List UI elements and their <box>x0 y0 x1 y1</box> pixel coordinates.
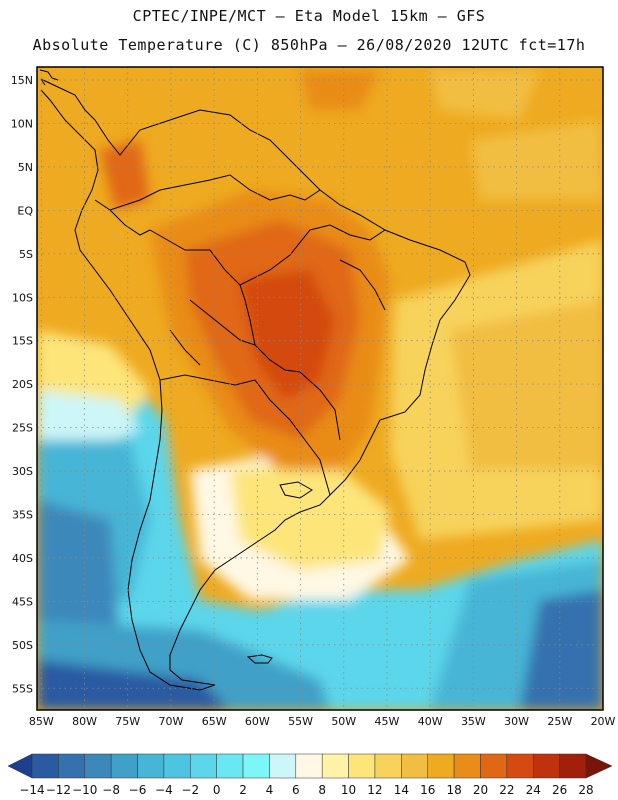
colorbar-swatch <box>401 753 428 779</box>
latitude-tick-label: EQ <box>17 204 33 217</box>
longitude-axis: 85W 80W 75W 70W 65W 60W 55W 50W 45W 40W 35W 30W 25W 2… <box>29 715 616 728</box>
colorbar-swatch <box>374 753 402 779</box>
map-frame <box>36 66 604 711</box>
longitude-tick-label: 65W <box>202 715 227 728</box>
longitude-tick-label: 50W <box>331 715 356 728</box>
colorbar-swatch <box>532 753 560 779</box>
longitude-tick-label: 20W <box>591 715 616 728</box>
longitude-tick-label: 60W <box>245 715 270 728</box>
colorbar-label: −10 <box>72 783 97 797</box>
latitude-tick-label: 5S <box>19 248 33 261</box>
latitude-tick-label: 5N <box>18 161 33 174</box>
latitude-tick-label: 30S <box>12 465 33 478</box>
longitude-tick-label: 80W <box>72 715 97 728</box>
colorbar-swatch <box>216 753 244 779</box>
colorbar-label: −8 <box>102 783 120 797</box>
colorbar-swatch <box>163 753 191 779</box>
latitude-tick-label: 55S <box>12 682 33 695</box>
colorbar-label: −2 <box>181 783 199 797</box>
colorbar-label: 18 <box>446 783 461 797</box>
colorbar-swatch <box>269 753 297 779</box>
latitude-tick-label: 15N <box>11 74 33 87</box>
chart-title: CPTEC/INPE/MCT – Eta Model 15km – GFS <box>132 7 486 25</box>
longitude-tick-label: 85W <box>29 715 54 728</box>
colorbar-label: −4 <box>155 783 173 797</box>
colorbar-label: 2 <box>239 783 247 797</box>
latitude-tick-label: 20S <box>12 378 33 391</box>
longitude-tick-label: 70W <box>159 715 184 728</box>
colorbar-swatch <box>506 753 534 779</box>
latitude-tick-label: 40S <box>12 552 33 565</box>
colorbar-swatch <box>480 753 508 779</box>
longitude-tick-label: 55W <box>288 715 313 728</box>
coastlines <box>39 69 471 691</box>
colorbar-swatch <box>295 753 323 779</box>
latitude-axis: 15N 10N 5N EQ 5S 10S 15S 20S 25S 30S 35S 40S 45S 50S 5… <box>11 74 34 695</box>
colorbar-swatch <box>58 753 86 779</box>
colorbar-swatch <box>137 753 165 779</box>
longitude-tick-label: 75W <box>115 715 140 728</box>
colorbar-swatch <box>559 753 587 779</box>
colorbar-label: 20 <box>473 783 488 797</box>
colorbar-swatch <box>242 753 270 779</box>
latitude-tick-label: 25S <box>12 422 33 435</box>
colorbar-swatch <box>453 753 481 779</box>
colorbar-swatch <box>321 753 349 779</box>
colorbar: −14 −12 −10 −8 −6 −4 −2 0 2 4 6 8 10 12 14 16 18 20 22 24 26… <box>7 753 613 797</box>
colorbar-swatch <box>190 753 217 779</box>
colorbar-label: 12 <box>367 783 382 797</box>
latitude-tick-label: 10N <box>11 117 33 130</box>
latitude-tick-label: 50S <box>12 639 33 652</box>
colorbar-swatch <box>31 753 59 779</box>
temperature-map: 15N 10N 5N EQ 5S 10S 15S 20S 25S 30S 35S 40S 45S 50S 5… <box>11 66 616 728</box>
colorbar-labels: −14 −12 −10 −8 −6 −4 −2 0 2 4 6 8 10 12 14 16 18 20 22 24 26… <box>19 783 593 797</box>
chart-subtitle: Absolute Temperature (C) 850hPa – 26/08/… <box>32 36 586 54</box>
longitude-tick-label: 45W <box>375 715 400 728</box>
colorbar-swatch <box>427 753 455 779</box>
colorbar-swatches <box>7 753 613 779</box>
colorbar-label: 28 <box>578 783 593 797</box>
longitude-tick-label: 25W <box>547 715 572 728</box>
temperature-field <box>37 67 603 710</box>
latitude-tick-label: 45S <box>12 595 33 608</box>
colorbar-label: 4 <box>266 783 274 797</box>
colorbar-label: −12 <box>46 783 71 797</box>
colorbar-label: −6 <box>129 783 147 797</box>
colorbar-swatch <box>110 753 138 779</box>
latitude-tick-label: 10S <box>12 291 33 304</box>
colorbar-label: 0 <box>213 783 221 797</box>
longitude-tick-label: 30W <box>504 715 529 728</box>
colorbar-label: 10 <box>341 783 356 797</box>
colorbar-label: 6 <box>292 783 300 797</box>
longitude-tick-label: 40W <box>418 715 443 728</box>
longitude-tick-label: 35W <box>461 715 486 728</box>
latitude-tick-label: 35S <box>12 508 33 521</box>
graticule <box>37 67 604 710</box>
colorbar-label: 26 <box>552 783 567 797</box>
colorbar-swatch <box>84 753 112 779</box>
latitude-tick-label: 15S <box>12 335 33 348</box>
colorbar-label: 8 <box>318 783 326 797</box>
colorbar-label: 22 <box>499 783 514 797</box>
colorbar-label: 14 <box>394 783 409 797</box>
colorbar-swatch <box>348 753 376 779</box>
colorbar-low-arrow <box>7 753 33 779</box>
colorbar-high-arrow <box>585 753 613 779</box>
colorbar-label: 16 <box>420 783 435 797</box>
colorbar-label: 24 <box>526 783 541 797</box>
colorbar-label: −14 <box>19 783 44 797</box>
